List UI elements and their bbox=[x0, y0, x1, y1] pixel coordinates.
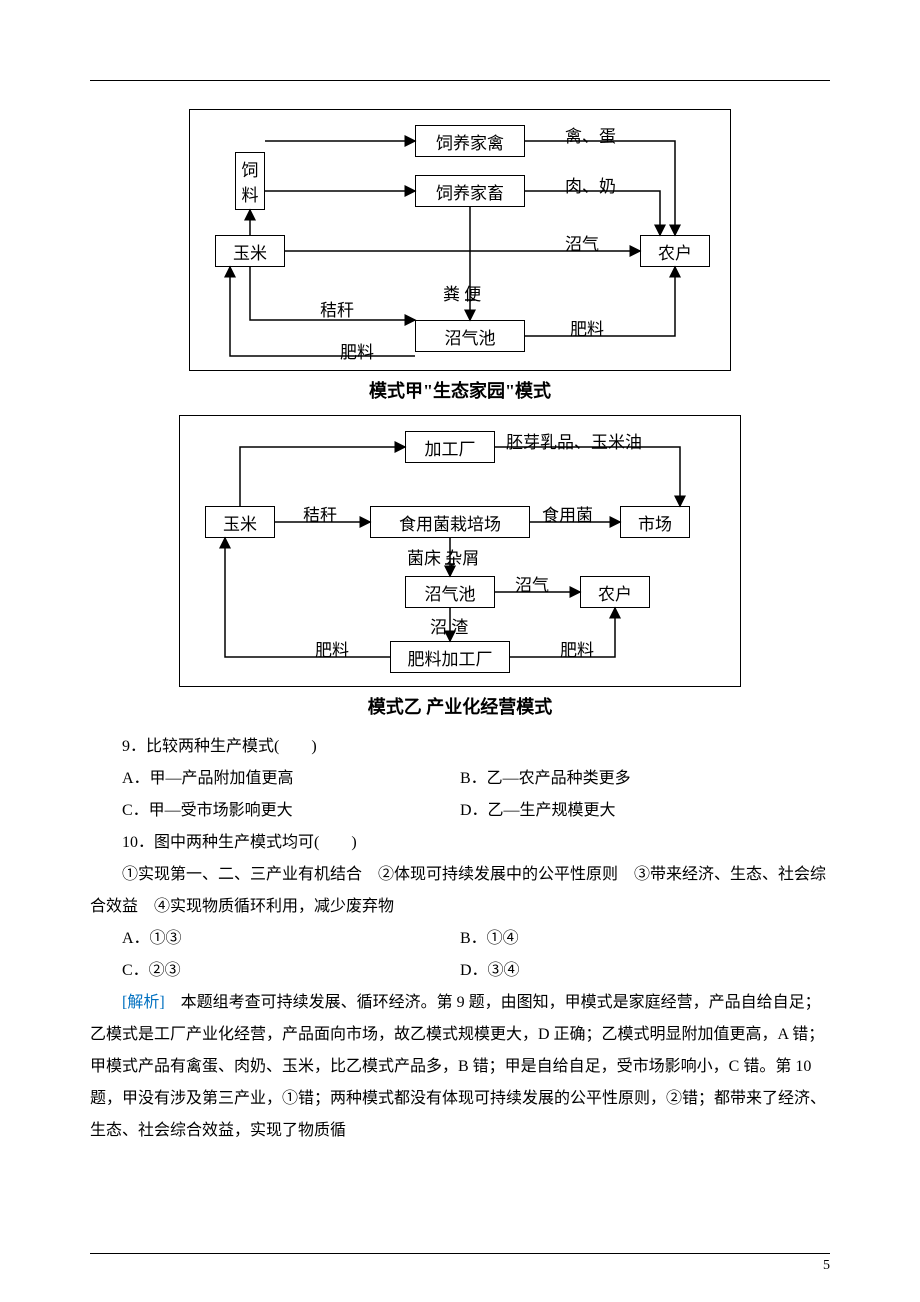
label-gas: 沼气 bbox=[565, 230, 599, 255]
label-fert-right: 肥料 bbox=[570, 315, 604, 340]
node-factory: 加工厂 bbox=[405, 431, 495, 463]
q10-opt-a: A．①③ bbox=[90, 923, 460, 955]
q9-stem: 9．比较两种生产模式( ) bbox=[90, 731, 830, 763]
diagram-a: 玉米 饲料 饲养家禽 饲养家畜 沼气池 农户 禽、蛋 肉、奶 沼气 秸秆 粪 便… bbox=[189, 109, 731, 371]
q10-row1: A．①③ B．①④ bbox=[90, 923, 830, 955]
label-gas-b: 沼气 bbox=[515, 571, 549, 596]
diagram-b-wrap: 玉米 加工厂 食用菌栽培场 沼气池 肥料加工厂 市场 农户 胚芽乳品、玉米油 秸… bbox=[90, 415, 830, 687]
q9-row1: A．甲—产品附加值更高 B．乙—农产品种类更多 bbox=[90, 763, 830, 795]
node-biogas: 沼气池 bbox=[415, 320, 525, 352]
node-farmer: 农户 bbox=[640, 235, 710, 267]
node-mushroom: 食用菌栽培场 bbox=[370, 506, 530, 538]
analysis-text: 本题组考查可持续发展、循环经济。第 9 题，由图知，甲模式是家庭经营，产品自给自… bbox=[90, 994, 826, 1139]
q9-opt-b: B．乙—农产品种类更多 bbox=[460, 763, 830, 795]
q9-opt-d: D．乙—生产规模更大 bbox=[460, 795, 830, 827]
node-livestock: 饲养家畜 bbox=[415, 175, 525, 207]
node-poultry: 饲养家禽 bbox=[415, 125, 525, 157]
page-number: 5 bbox=[823, 1258, 830, 1274]
label-manure: 粪 便 bbox=[443, 280, 481, 305]
q10-stem: 10．图中两种生产模式均可( ) bbox=[90, 827, 830, 859]
diagram-b: 玉米 加工厂 食用菌栽培场 沼气池 肥料加工厂 市场 农户 胚芽乳品、玉米油 秸… bbox=[179, 415, 741, 687]
analysis-label: [解析] bbox=[122, 994, 165, 1011]
page: 玉米 饲料 饲养家禽 饲养家畜 沼气池 农户 禽、蛋 肉、奶 沼气 秸秆 粪 便… bbox=[0, 0, 920, 1302]
node-market: 市场 bbox=[620, 506, 690, 538]
q10-opt-c: C．②③ bbox=[90, 955, 460, 987]
label-top-prod: 胚芽乳品、玉米油 bbox=[506, 428, 642, 453]
label-fert-left: 肥料 bbox=[340, 338, 374, 363]
label-fert-right-b: 肥料 bbox=[560, 636, 594, 661]
q9-opt-a: A．甲—产品附加值更高 bbox=[90, 763, 460, 795]
diagram-a-caption: 模式甲"生态家园"模式 bbox=[90, 377, 830, 403]
q9-opt-c: C．甲—受市场影响更大 bbox=[90, 795, 460, 827]
label-eggs: 禽、蛋 bbox=[565, 122, 616, 147]
node-feed: 饲料 bbox=[235, 152, 265, 210]
top-rule bbox=[90, 80, 830, 81]
node-farmer-b: 农户 bbox=[580, 576, 650, 608]
q10-row2: C．②③ D．③④ bbox=[90, 955, 830, 987]
node-fert-factory: 肥料加工厂 bbox=[390, 641, 510, 673]
label-fert-left-b: 肥料 bbox=[315, 636, 349, 661]
label-mushroom-out: 食用菌 bbox=[542, 501, 593, 526]
label-straw: 秸秆 bbox=[320, 296, 354, 321]
label-straw-b: 秸秆 bbox=[303, 501, 337, 526]
q9-row2: C．甲—受市场影响更大 D．乙—生产规模更大 bbox=[90, 795, 830, 827]
node-biogas-b: 沼气池 bbox=[405, 576, 495, 608]
label-meat: 肉、奶 bbox=[565, 172, 616, 197]
diagram-b-caption: 模式乙 产业化经营模式 bbox=[90, 693, 830, 719]
footer-rule bbox=[90, 1253, 830, 1254]
analysis-paragraph: [解析] 本题组考查可持续发展、循环经济。第 9 题，由图知，甲模式是家庭经营，… bbox=[90, 987, 830, 1147]
label-bed: 菌床 杂屑 bbox=[407, 544, 479, 569]
label-residue: 沼 渣 bbox=[430, 613, 468, 638]
node-corn: 玉米 bbox=[215, 235, 285, 267]
node-corn-b: 玉米 bbox=[205, 506, 275, 538]
q10-opt-b: B．①④ bbox=[460, 923, 830, 955]
diagram-a-wrap: 玉米 饲料 饲养家禽 饲养家畜 沼气池 农户 禽、蛋 肉、奶 沼气 秸秆 粪 便… bbox=[90, 109, 830, 371]
body-text: 9．比较两种生产模式( ) A．甲—产品附加值更高 B．乙—农产品种类更多 C．… bbox=[90, 731, 830, 1147]
q10-opt-d: D．③④ bbox=[460, 955, 830, 987]
q10-statements: ①实现第一、二、三产业有机结合 ②体现可持续发展中的公平性原则 ③带来经济、生态… bbox=[90, 859, 830, 923]
